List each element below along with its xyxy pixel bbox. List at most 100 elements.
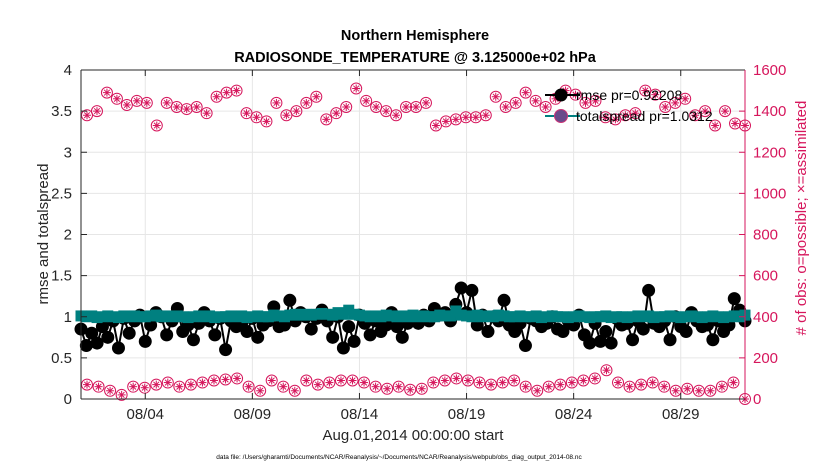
obs-assim-marker [691, 112, 699, 119]
obs-possible-marker [369, 380, 382, 393]
obs-possible-marker [210, 90, 223, 103]
obs-possible-marker [360, 94, 373, 107]
obs-possible-marker [704, 384, 717, 397]
obs-possible-marker [459, 111, 472, 124]
rmse-point [727, 292, 741, 306]
rmse-point [342, 320, 356, 334]
obs-possible-marker [127, 380, 140, 393]
obs-assim-marker [464, 377, 472, 384]
obs-possible-marker [173, 380, 186, 393]
y-left-tick-label: 3.5 [51, 103, 72, 120]
y-left-tick-label: 2 [64, 227, 72, 244]
obs-count-point [350, 82, 363, 95]
obs-count-point [220, 86, 233, 99]
obs-assim-marker [487, 381, 495, 388]
obs-possible-marker [449, 113, 462, 126]
rmse-point [626, 333, 640, 347]
obs-possible-marker [390, 109, 403, 122]
obs-count-point [419, 96, 432, 109]
rmse-point [111, 341, 125, 355]
obs-possible-marker [658, 380, 671, 393]
obs-assim-marker [534, 387, 541, 394]
obs-count-point [729, 117, 742, 130]
obs-possible-marker [161, 376, 174, 389]
obs-possible-marker [277, 380, 290, 393]
obs-assim-marker [580, 377, 587, 384]
obs-possible-marker [485, 378, 498, 391]
obs-count-point [196, 376, 209, 389]
obs-assim-marker [545, 383, 552, 390]
obs-assim-marker [695, 387, 702, 394]
obs-count-point [415, 382, 428, 395]
obs-possible-marker [300, 374, 313, 387]
y-left-tick-label: 2.5 [51, 185, 72, 202]
obs-assim-marker [568, 379, 575, 386]
obs-possible-marker [140, 96, 153, 109]
obs-assim-marker [499, 379, 506, 386]
obs-possible-marker [719, 105, 732, 118]
legend-rmse-label: rmse pr=0.92208 [576, 87, 682, 103]
obs-possible-marker [439, 115, 452, 128]
obs-count-point [311, 378, 324, 391]
obs-possible-marker [579, 96, 592, 109]
rmse-point [518, 339, 532, 353]
obs-assim-marker [522, 89, 529, 96]
obs-assim-marker [614, 379, 622, 386]
obs-count-point [300, 374, 313, 387]
y-right-tick-label: 1000 [753, 185, 786, 202]
obs-count-point [265, 374, 278, 387]
obs-possible-marker [219, 373, 232, 386]
obs-possible-marker [311, 378, 324, 391]
obs-assim-marker [510, 377, 518, 384]
obs-assim-marker [263, 118, 270, 125]
obs-assim-marker [83, 112, 91, 119]
rmse-point [304, 322, 318, 336]
obs-count-point [242, 380, 255, 393]
obs-assim-marker [303, 99, 310, 107]
obs-count-point [689, 109, 702, 122]
y-left-tick-label: 4 [64, 62, 72, 79]
rmse-point [706, 333, 720, 347]
obs-possible-marker [589, 94, 602, 107]
obs-possible-marker [669, 96, 682, 109]
obs-count-point [380, 105, 393, 118]
obs-count-point [646, 376, 659, 389]
obs-possible-marker [265, 374, 278, 387]
obs-possible-marker [240, 107, 253, 120]
obs-assim-marker [453, 375, 460, 382]
obs-possible-marker [200, 107, 213, 120]
obs-count-point [449, 113, 462, 126]
obs-count-point [100, 86, 113, 99]
obs-count-point [173, 380, 186, 393]
obs-possible-marker [692, 384, 705, 397]
obs-count-point [207, 374, 220, 387]
obs-possible-marker [310, 90, 323, 103]
obs-assim-marker [372, 103, 380, 111]
rmse-point [101, 330, 115, 344]
obs-count-point [330, 107, 343, 120]
obs-count-point [110, 92, 123, 105]
obs-count-point [619, 109, 632, 122]
obs-count-point [554, 378, 567, 391]
obs-possible-marker [438, 374, 451, 387]
obs-possible-marker [489, 90, 502, 103]
rmse-point [79, 339, 93, 353]
obs-count-point [681, 382, 694, 395]
obs-count-point [290, 105, 303, 118]
obs-count-point [489, 90, 502, 103]
obs-assim-marker [233, 87, 240, 94]
obs-count-point [450, 372, 463, 385]
obs-possible-marker [659, 101, 672, 114]
obs-assim-marker [661, 383, 668, 390]
obs-count-point [715, 380, 728, 393]
obs-count-point [542, 380, 555, 393]
obs-count-point [400, 101, 413, 114]
rmse-point [663, 333, 677, 347]
obs-possible-marker [519, 86, 532, 99]
x-tick-label: 08/19 [448, 406, 486, 423]
obs-assim-marker [83, 381, 91, 388]
rmse-point [636, 322, 650, 336]
obs-assim-marker [432, 122, 440, 129]
obs-possible-marker [180, 103, 193, 116]
obs-count-point [81, 378, 93, 391]
